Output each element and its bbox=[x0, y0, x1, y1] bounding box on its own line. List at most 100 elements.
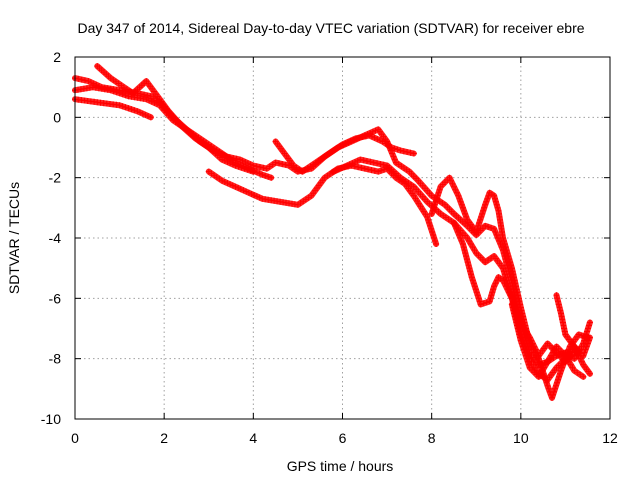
data-point-marker bbox=[525, 361, 532, 368]
data-point-marker bbox=[585, 325, 591, 332]
data-point-marker bbox=[500, 238, 507, 244]
data-point-marker bbox=[584, 340, 591, 347]
data-point-marker bbox=[492, 229, 499, 235]
data-point-marker bbox=[554, 379, 560, 386]
data-point-marker bbox=[431, 201, 438, 208]
data-point-marker bbox=[467, 268, 474, 275]
x-tick-label: 10 bbox=[513, 430, 529, 446]
data-point-marker bbox=[486, 298, 493, 305]
data-point-marker bbox=[221, 157, 228, 164]
data-point-marker bbox=[240, 187, 247, 194]
data-point-marker bbox=[368, 167, 375, 174]
data-point-marker bbox=[508, 301, 515, 308]
data-point-marker bbox=[521, 349, 528, 356]
data-point-marker bbox=[477, 216, 484, 223]
data-point-marker bbox=[525, 331, 531, 338]
data-point-marker bbox=[487, 295, 494, 302]
data-point-marker bbox=[221, 178, 228, 185]
data-point-marker bbox=[131, 107, 138, 114]
data-point-marker bbox=[555, 301, 562, 308]
data-point-marker bbox=[378, 167, 385, 174]
data-point-marker bbox=[483, 299, 490, 306]
data-point-marker bbox=[466, 265, 473, 272]
data-point-marker bbox=[504, 250, 511, 257]
data-point-marker bbox=[459, 204, 466, 211]
data-point-marker bbox=[256, 170, 263, 177]
data-point-marker bbox=[516, 298, 523, 305]
data-point-marker bbox=[565, 346, 572, 353]
data-point-marker bbox=[282, 161, 289, 168]
data-point-marker bbox=[451, 183, 457, 190]
data-point-marker bbox=[559, 319, 566, 326]
data-point-marker bbox=[390, 153, 397, 160]
series-track-3 bbox=[72, 96, 154, 121]
data-point-marker bbox=[488, 292, 495, 299]
data-point-marker bbox=[371, 167, 378, 174]
data-point-marker bbox=[519, 343, 526, 350]
data-point-marker bbox=[262, 172, 269, 179]
data-point-marker bbox=[585, 337, 592, 344]
series-track-10 bbox=[508, 301, 587, 380]
data-point-marker bbox=[452, 186, 459, 193]
data-point-marker bbox=[241, 165, 248, 172]
data-point-marker bbox=[479, 210, 486, 217]
data-point-marker bbox=[339, 141, 346, 148]
data-point-marker bbox=[361, 165, 368, 172]
data-point-marker bbox=[542, 376, 549, 383]
data-point-marker bbox=[452, 222, 459, 229]
data-point-marker bbox=[374, 136, 381, 143]
data-point-marker bbox=[433, 241, 440, 247]
data-point-marker bbox=[146, 97, 152, 104]
data-point-marker bbox=[465, 262, 472, 269]
data-point-marker bbox=[356, 134, 363, 141]
data-point-marker bbox=[559, 316, 566, 323]
data-point-marker bbox=[555, 376, 561, 383]
data-point-marker bbox=[352, 159, 358, 165]
x-tick-label: 6 bbox=[339, 430, 347, 446]
data-point-marker bbox=[365, 166, 372, 173]
data-point-marker bbox=[485, 192, 492, 199]
data-point-marker bbox=[451, 219, 457, 226]
data-point-marker bbox=[480, 300, 487, 307]
data-point-marker bbox=[232, 162, 239, 169]
data-point-marker bbox=[360, 157, 367, 164]
axis-ticks: 0 2 4 6 8 10 12 2 0 -2 -4 -6 -8 -10 bbox=[41, 49, 618, 446]
data-point-marker bbox=[436, 186, 443, 193]
data-point-marker bbox=[513, 283, 519, 290]
series-track-6 bbox=[272, 132, 417, 175]
data-point-marker bbox=[511, 274, 517, 281]
data-point-marker bbox=[454, 229, 461, 235]
data-point-marker bbox=[354, 157, 361, 164]
x-tick-label: 2 bbox=[160, 430, 168, 446]
data-point-marker bbox=[482, 222, 489, 229]
x-tick-label: 4 bbox=[249, 430, 257, 446]
data-point-marker bbox=[147, 114, 154, 121]
data-point-marker bbox=[510, 271, 517, 278]
data-point-marker bbox=[407, 149, 414, 156]
data-point-marker bbox=[560, 322, 567, 329]
data-point-marker bbox=[492, 198, 499, 205]
data-point-marker bbox=[253, 193, 260, 200]
data-point-marker bbox=[426, 219, 433, 226]
data-point-marker bbox=[471, 283, 478, 290]
data-point-marker bbox=[470, 280, 477, 287]
data-point-marker bbox=[359, 133, 366, 140]
x-tick-label: 12 bbox=[602, 430, 618, 446]
data-point-marker bbox=[227, 181, 234, 188]
data-point-marker bbox=[388, 144, 395, 151]
data-point-marker bbox=[463, 213, 470, 220]
data-point-marker bbox=[541, 373, 548, 380]
data-point-marker bbox=[512, 280, 519, 287]
data-point-marker bbox=[586, 322, 592, 329]
data-point-marker bbox=[489, 289, 496, 296]
data-point-marker bbox=[555, 298, 561, 305]
data-point-marker bbox=[250, 168, 257, 175]
data-point-marker bbox=[491, 192, 498, 199]
data-point-marker bbox=[371, 134, 378, 141]
data-point-marker bbox=[122, 92, 129, 99]
data-point-marker bbox=[424, 213, 431, 220]
series-track-4 bbox=[94, 63, 257, 175]
data-point-marker bbox=[578, 332, 585, 339]
data-point-marker bbox=[506, 256, 513, 263]
data-point-marker bbox=[82, 77, 88, 84]
